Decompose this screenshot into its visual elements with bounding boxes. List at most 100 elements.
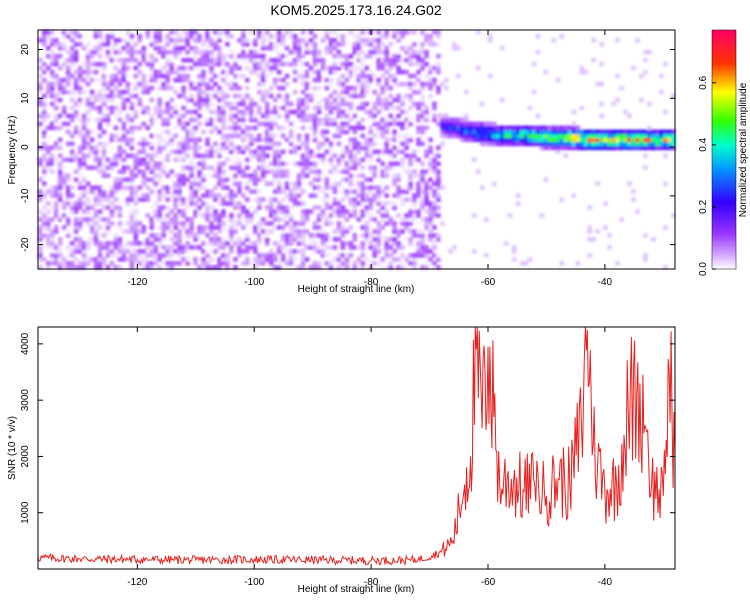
heatmap-cell (495, 137, 501, 143)
heatmap-cell (539, 137, 545, 143)
heatmap-cell (292, 181, 298, 186)
heatmap-cell (205, 205, 210, 210)
heatmap-cell (372, 261, 377, 266)
heatmap-cell (284, 117, 290, 123)
heatmap-cell (631, 189, 636, 194)
heatmap-cell (400, 261, 405, 266)
heatmap-cell (209, 129, 214, 135)
heatmap-cell (141, 121, 147, 127)
heatmap-cell (249, 30, 254, 35)
heatmap-cell (241, 133, 246, 139)
heatmap-cell (304, 117, 310, 123)
heatmap-cell (316, 249, 322, 254)
heatmap-cell (655, 133, 660, 139)
heatmap-cell (340, 121, 346, 127)
heatmap-cell (324, 117, 330, 123)
heatmap-cell (42, 197, 47, 202)
heatmap-cell (376, 149, 381, 155)
heatmap-cell (543, 69, 549, 75)
heatmap-cell (272, 133, 278, 139)
heatmap-cell (149, 177, 155, 182)
heatmap-cell (639, 141, 644, 147)
heatmap-cell (257, 165, 262, 170)
heatmap-cell (264, 237, 270, 242)
heatmap-cell (436, 161, 441, 167)
heatmap-cell (141, 77, 147, 83)
heatmap-cell (57, 245, 63, 250)
heatmap-cell (257, 225, 262, 230)
heatmap-cell (428, 177, 433, 182)
heatmap-cell (157, 217, 162, 222)
heatmap-cell (221, 197, 226, 202)
heatmap-cell (42, 141, 47, 147)
heatmap-cell (117, 257, 123, 262)
heatmap-cell (432, 205, 437, 210)
heatmap-cell (591, 237, 596, 242)
heatmap-cell (420, 93, 425, 99)
heatmap-cell (77, 149, 83, 155)
heatmap-cell (213, 141, 218, 147)
heatmap-cell (189, 57, 194, 63)
heatmap-cell (169, 217, 174, 222)
heatmap-cell (221, 105, 226, 111)
heatmap-cell (85, 181, 91, 186)
heatmap-cell (475, 121, 481, 127)
heatmap-cell (157, 34, 162, 39)
heatmap-cell (587, 205, 592, 210)
heatmap-cell (181, 141, 186, 147)
heatmap-cell (404, 81, 409, 87)
heatmap-cell (125, 57, 131, 63)
heatmap-cell (276, 105, 282, 111)
heatmap-cell (332, 65, 338, 71)
heatmap-cell (424, 38, 429, 43)
x-tick-label: -100 (244, 577, 264, 588)
heatmap-cell (483, 141, 489, 147)
heatmap-cell (49, 241, 55, 246)
heatmap-cell (344, 177, 350, 182)
heatmap-cell (260, 233, 266, 238)
heatmap-cell (197, 177, 202, 182)
heatmap-cell (209, 93, 214, 99)
heatmap-cell (396, 141, 401, 147)
heatmap-cell (205, 57, 210, 63)
heatmap-cell (408, 85, 413, 91)
heatmap-cell (543, 137, 549, 143)
heatmap-cell (42, 38, 47, 43)
heatmap-cell (141, 193, 147, 198)
heatmap-cell (531, 141, 537, 147)
heatmap-cell (376, 193, 381, 198)
heatmap-cell (268, 229, 274, 234)
heatmap-cell (408, 261, 413, 266)
heatmap-cell (113, 233, 119, 238)
heatmap-cell (376, 121, 381, 127)
heatmap-cell (432, 153, 437, 159)
heatmap-cell (46, 65, 51, 71)
heatmap-cell (253, 34, 258, 39)
heatmap-cell (288, 137, 294, 143)
heatmap-cell (392, 77, 397, 83)
heatmap-cell (237, 73, 242, 79)
heatmap-cell (452, 129, 457, 135)
heatmap-cell (360, 245, 366, 250)
heatmap-cell (300, 229, 306, 234)
heatmap-cell (567, 141, 573, 147)
heatmap-cell (233, 77, 238, 83)
heatmap-cell (483, 125, 489, 131)
heatmap-cell (380, 89, 385, 95)
heatmap-cell (312, 205, 318, 210)
heatmap-cell (249, 137, 254, 143)
heatmap-cell (396, 65, 401, 71)
heatmap-cell (185, 261, 190, 266)
heatmap-cell (185, 97, 190, 103)
heatmap-cell (77, 77, 83, 83)
heatmap-cell (380, 34, 385, 39)
heatmap-cell (73, 61, 79, 67)
heatmap-cell (65, 121, 71, 127)
heatmap-cell (249, 153, 254, 159)
heatmap-cell (288, 141, 294, 147)
heatmap-cell (316, 105, 322, 111)
heatmap-cell (49, 237, 55, 242)
heatmap-cell (181, 137, 186, 143)
heatmap-cell (165, 205, 170, 210)
heatmap-cell (177, 249, 182, 254)
